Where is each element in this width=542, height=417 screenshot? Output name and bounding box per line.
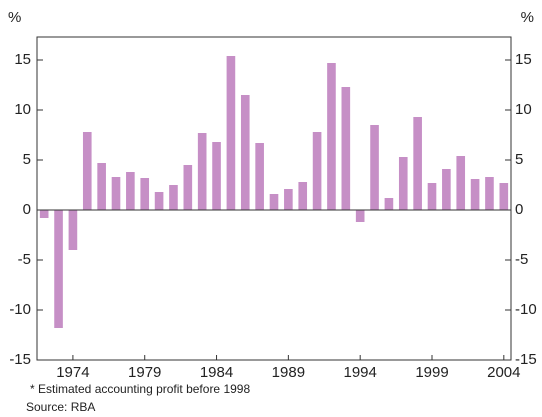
bar [499, 183, 509, 210]
bar [269, 194, 279, 210]
plot-frame [36, 36, 512, 361]
bar [97, 163, 106, 210]
bar [413, 117, 422, 210]
bar [355, 210, 365, 222]
x-tick-label: 1984 [200, 364, 233, 381]
bar [240, 95, 250, 210]
bar [327, 63, 336, 210]
bar [470, 179, 480, 210]
y-tick-label: -10 [9, 301, 31, 318]
bar [111, 177, 121, 210]
y-tick-label: 5 [23, 151, 31, 168]
bar [370, 125, 379, 210]
footnote: * Estimated accounting profit before 199… [30, 382, 250, 396]
bar [312, 132, 322, 210]
bar [82, 132, 92, 210]
x-tick-label: 1989 [272, 364, 305, 381]
y-tick-label: -15 [9, 351, 31, 368]
bar [212, 142, 221, 210]
bar [68, 210, 78, 250]
y2-tick-label: 10 [515, 101, 532, 118]
bar [169, 185, 178, 210]
bar [226, 56, 236, 210]
bar [154, 192, 164, 210]
y2-axis-label: % [521, 9, 534, 26]
bar [284, 189, 293, 210]
y-tick-label: 0 [23, 201, 31, 218]
y2-tick-label: 5 [515, 151, 523, 168]
x-tick-label: 1999 [415, 364, 448, 381]
x-tick-label: 1974 [56, 364, 89, 381]
bar [341, 87, 351, 210]
bar [456, 156, 466, 210]
x-tick-label: 2004 [487, 364, 520, 381]
y2-tick-label: 0 [515, 201, 523, 218]
x-tick-label: 1979 [128, 364, 161, 381]
bar [197, 133, 207, 210]
bar [54, 210, 63, 328]
bar [140, 178, 150, 210]
bar [298, 182, 308, 210]
y2-tick-label: -5 [515, 251, 528, 268]
y-tick-label: -5 [18, 251, 31, 268]
y2-tick-label: 15 [515, 51, 532, 68]
y-tick-label: 15 [14, 51, 31, 68]
y-tick-label: 10 [14, 101, 31, 118]
bar [183, 165, 193, 210]
bar [427, 183, 437, 210]
y-axis-label: % [8, 9, 21, 26]
x-tick-label: 1994 [343, 364, 376, 381]
source: Source: RBA [26, 400, 95, 414]
bar [442, 169, 451, 210]
y2-tick-label: -10 [515, 301, 537, 318]
bar [398, 157, 408, 210]
bar [39, 210, 49, 218]
bar [126, 172, 135, 210]
bar [255, 143, 264, 210]
bar [384, 198, 394, 210]
y2-tick-label: -15 [515, 351, 537, 368]
bar [485, 177, 494, 210]
